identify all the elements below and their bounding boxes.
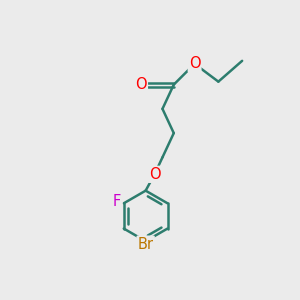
Text: O: O [135,77,147,92]
Text: O: O [189,56,200,71]
Text: O: O [149,167,161,182]
Text: F: F [113,194,121,209]
Text: Br: Br [138,237,154,252]
